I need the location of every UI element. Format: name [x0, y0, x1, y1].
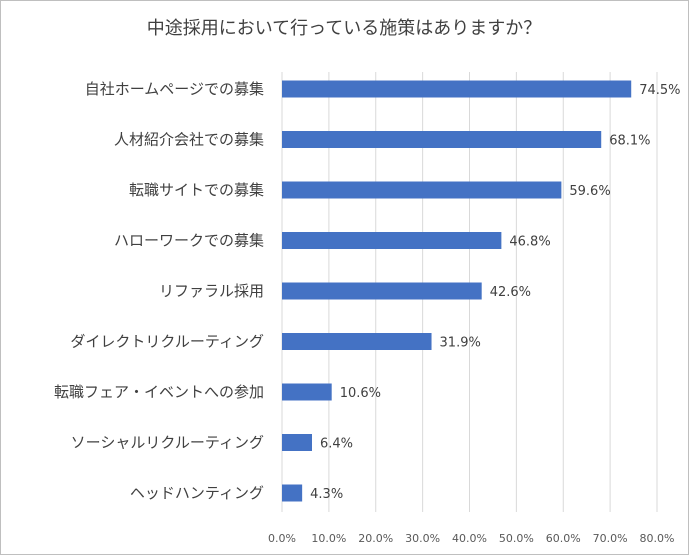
x-tick-label: 0.0%: [268, 532, 296, 545]
chart-title: 中途採用において行っている施策はありますか？: [147, 18, 542, 39]
data-label: 59.6%: [569, 184, 610, 199]
x-tick-label: 60.0%: [546, 532, 581, 545]
data-label: 4.3%: [310, 487, 343, 502]
category-label: リファラル採用: [159, 282, 264, 300]
bar: [282, 282, 482, 300]
bar: [282, 484, 303, 502]
bar: [282, 131, 602, 148]
bar: [282, 333, 432, 350]
data-label: 46.8%: [509, 235, 550, 250]
x-tick-label: 30.0%: [405, 532, 440, 545]
x-tick-label: 70.0%: [593, 532, 628, 545]
bar: [282, 232, 502, 249]
category-label: ダイレクトリクルーティング: [70, 333, 264, 351]
data-label: 10.6%: [340, 386, 381, 401]
bar: [282, 434, 312, 451]
data-label: 42.6%: [490, 285, 531, 300]
x-tick-label: 40.0%: [452, 532, 487, 545]
category-label: 転職サイトでの募集: [129, 181, 264, 199]
bar: [282, 80, 632, 98]
x-tick-label: 80.0%: [640, 532, 675, 545]
category-labels: 自社ホームページでの募集人材紹介会社での募集転職サイトでの募集ハローワークでの募…: [54, 80, 264, 502]
category-label: 転職フェア・イベントへの参加: [54, 383, 264, 401]
x-axis-ticks: 0.0% 10.0% 20.0% 30.0% 40.0% 50.0% 60.0% 70.0% 8…: [268, 532, 674, 545]
x-tick-label: 10.0%: [311, 532, 346, 545]
category-label: ヘッドハンティング: [130, 484, 264, 502]
data-label: 6.4%: [320, 437, 353, 452]
value-labels: 74.5% 68.1% 59.6% 46.8% 42.6% 31.9% 10.6% 6.4% 4…: [310, 83, 680, 502]
category-label: ハローワークでの募集: [114, 232, 264, 250]
data-label: 68.1%: [609, 134, 650, 149]
x-tick-label: 50.0%: [499, 532, 534, 545]
data-label: 74.5%: [639, 83, 680, 98]
category-label: 自社ホームページでの募集: [85, 80, 264, 98]
bar: [282, 383, 332, 401]
data-label: 31.9%: [440, 336, 481, 351]
category-label: 人材紹介会社での募集: [114, 131, 264, 149]
bar: [282, 181, 562, 199]
bars: [282, 80, 632, 502]
category-label: ソーシャルリクルーティング: [71, 434, 264, 452]
x-tick-label: 20.0%: [358, 532, 393, 545]
